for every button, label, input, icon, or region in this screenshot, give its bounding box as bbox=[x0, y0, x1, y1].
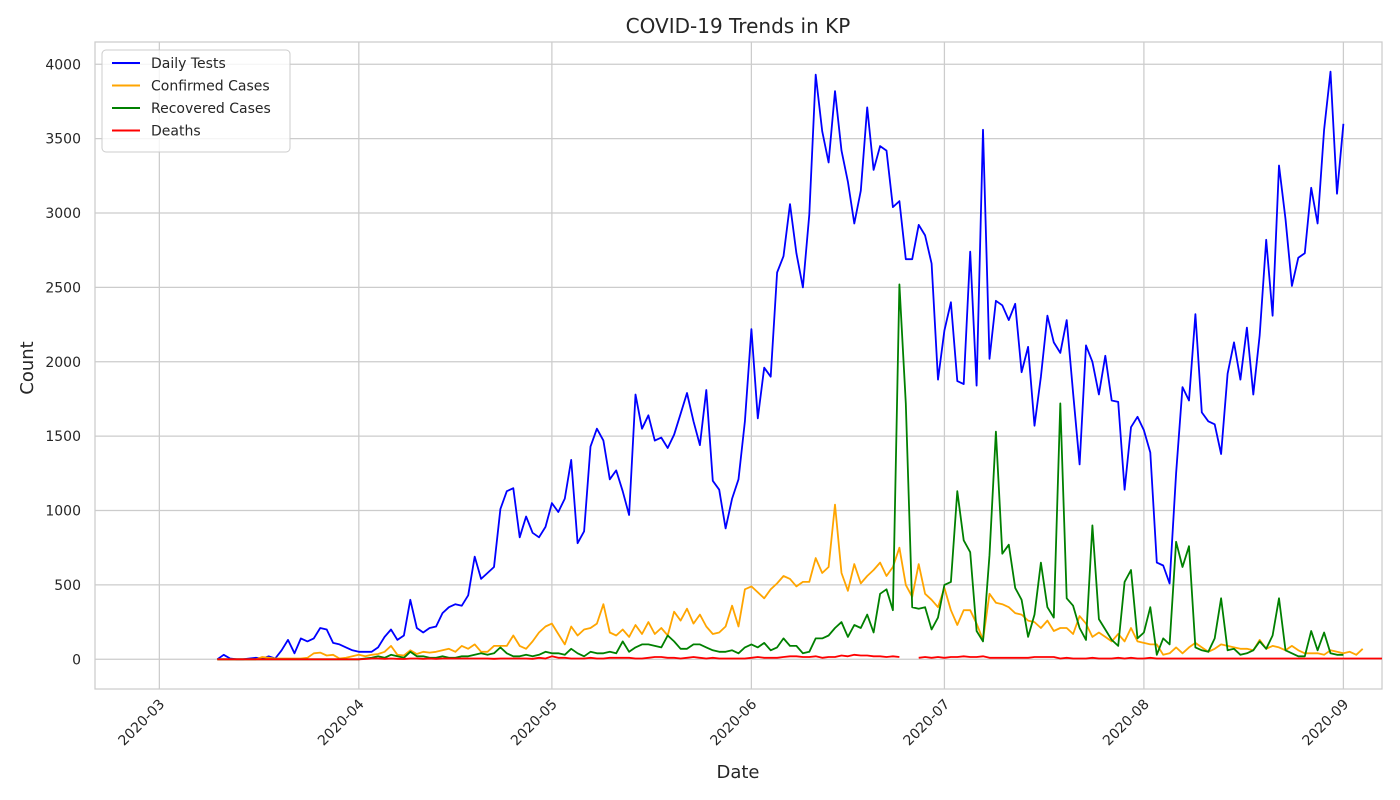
legend-label-daily-tests: Daily Tests bbox=[151, 56, 226, 72]
gridlines bbox=[95, 42, 1382, 689]
series-line-recovered-cases bbox=[217, 283, 1344, 661]
series-lines bbox=[216, 70, 1382, 661]
y-axis-ticks: 0 500 1000 1500 2000 2500 3000 3500 4000 bbox=[45, 57, 81, 668]
y-tick-label: 1500 bbox=[45, 429, 81, 445]
y-tick-label: 4000 bbox=[45, 57, 81, 73]
plot-frame bbox=[94, 41, 1383, 690]
series-line-deaths bbox=[217, 653, 1382, 661]
y-tick-label: 1000 bbox=[45, 504, 81, 520]
legend-label-recovered-cases: Recovered Cases bbox=[151, 101, 271, 117]
series-line-confirmed-cases bbox=[217, 503, 1364, 661]
series-line-daily-tests bbox=[216, 70, 1345, 661]
y-tick-label: 500 bbox=[54, 578, 81, 594]
x-axis-label: Date bbox=[716, 762, 759, 783]
y-tick-label: 3500 bbox=[45, 132, 81, 148]
y-tick-label: 0 bbox=[72, 652, 81, 668]
y-tick-label: 2000 bbox=[45, 355, 81, 371]
legend: Daily Tests Confirmed Cases Recovered Case… bbox=[101, 49, 291, 153]
legend-box bbox=[101, 49, 291, 153]
y-axis-label: Count bbox=[17, 341, 38, 394]
y-tick-label: 3000 bbox=[45, 206, 81, 222]
y-tick-label: 2500 bbox=[45, 280, 81, 296]
chart-title: COVID-19 Trends in KP bbox=[626, 14, 851, 38]
legend-label-confirmed-cases: Confirmed Cases bbox=[151, 79, 270, 95]
legend-label-deaths: Deaths bbox=[151, 124, 201, 140]
